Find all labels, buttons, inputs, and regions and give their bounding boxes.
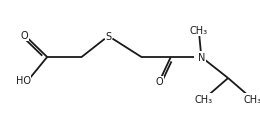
Text: CH₃: CH₃ (195, 94, 213, 104)
Text: N: N (198, 53, 205, 62)
Text: CH₃: CH₃ (190, 26, 208, 36)
Text: O: O (155, 77, 163, 87)
Text: HO: HO (16, 76, 31, 86)
Text: O: O (21, 31, 28, 40)
Text: S: S (105, 32, 111, 42)
Text: CH₃: CH₃ (243, 94, 260, 104)
